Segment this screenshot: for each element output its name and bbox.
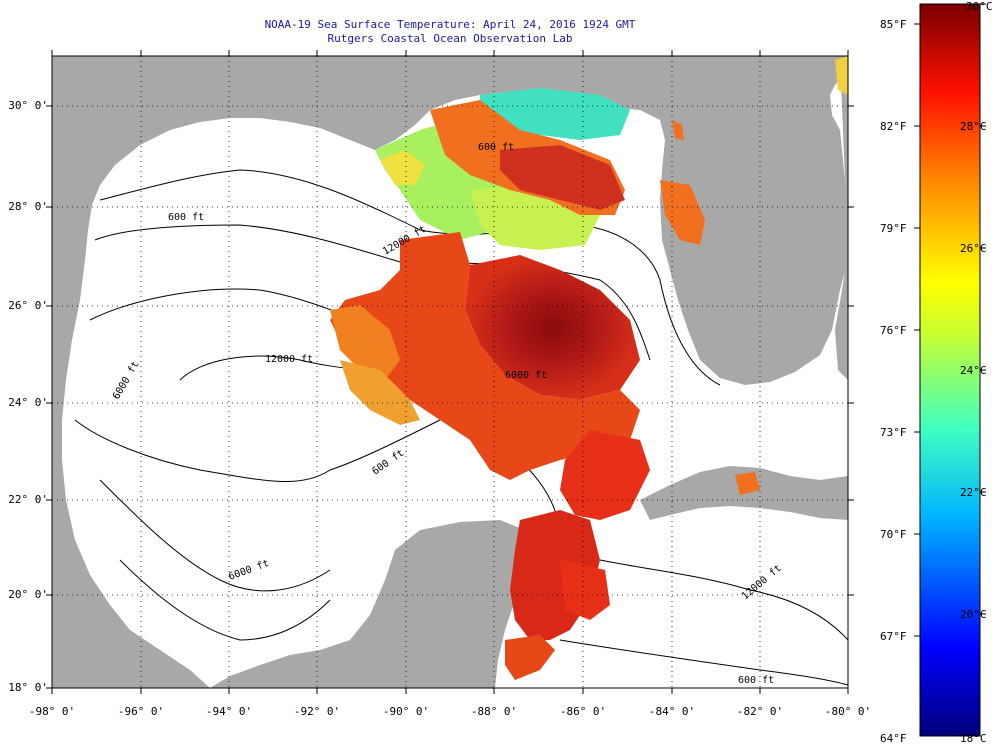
- lon-label: -80° 0': [824, 705, 872, 718]
- colorbar-c-label: 28°C: [960, 120, 987, 133]
- lon-label: -84° 0': [648, 705, 696, 718]
- colorbar-f-label: 79°F: [880, 222, 907, 235]
- colorbar-f-label: 76°F: [880, 324, 907, 337]
- colorbar-c-label: 30°C: [966, 0, 993, 13]
- contour-label: 6000 ft: [505, 370, 547, 381]
- land-florida: [835, 60, 848, 380]
- lon-label: -92° 0': [293, 705, 341, 718]
- colorbar-c-label: 24°C: [960, 364, 987, 377]
- lat-label: 20° 0': [8, 588, 48, 601]
- colorbar-f-label: 64°F: [880, 732, 907, 745]
- contour-label: 600 ft: [478, 142, 514, 153]
- lat-label: 18° 0': [8, 681, 48, 694]
- lon-label: -86° 0': [559, 705, 607, 718]
- colorbar: [919, 3, 981, 737]
- colorbar-f-label: 67°F: [880, 630, 907, 643]
- colorbar-f-label: 85°F: [880, 18, 907, 31]
- colorbar-ticks: [914, 3, 986, 637]
- lon-label: -94° 0': [205, 705, 253, 718]
- lat-label: 28° 0': [8, 200, 48, 213]
- lat-label: 22° 0': [8, 493, 48, 506]
- contour-label: 12000 ft: [265, 354, 313, 365]
- lon-label: -96° 0': [117, 705, 165, 718]
- lon-label: -90° 0': [382, 705, 430, 718]
- map-title: NOAA-19 Sea Surface Temperature: April 2…: [264, 18, 636, 31]
- colorbar-c-label: 20°C: [960, 608, 987, 621]
- graticule: [52, 56, 848, 688]
- lat-label: 24° 0': [8, 396, 48, 409]
- land-mexico-yucatan: [210, 520, 530, 688]
- map-subtitle: Rutgers Coastal Ocean Observation Lab: [327, 32, 573, 45]
- colorbar-c-label: 26°C: [960, 242, 987, 255]
- colorbar-c-label: 22°C: [960, 486, 987, 499]
- lon-label: -82° 0': [736, 705, 784, 718]
- contour-label: 600 ft: [738, 675, 774, 686]
- land-us-gulf-coast: [52, 56, 848, 688]
- colorbar-f-label: 82°F: [880, 120, 907, 133]
- lon-label: -88° 0': [470, 705, 518, 718]
- colorbar-f-label: 73°F: [880, 426, 907, 439]
- colorbar-f-label: 70°F: [880, 528, 907, 541]
- contour-label: 600 ft: [168, 212, 204, 223]
- colorbar-c-label: 18°C: [960, 732, 987, 745]
- axis-ticks: [46, 50, 854, 694]
- lat-label: 26° 0': [8, 299, 48, 312]
- lat-label: 30° 0': [8, 99, 48, 112]
- sst-data-layer: [330, 56, 848, 680]
- lon-label: -98° 0': [28, 705, 76, 718]
